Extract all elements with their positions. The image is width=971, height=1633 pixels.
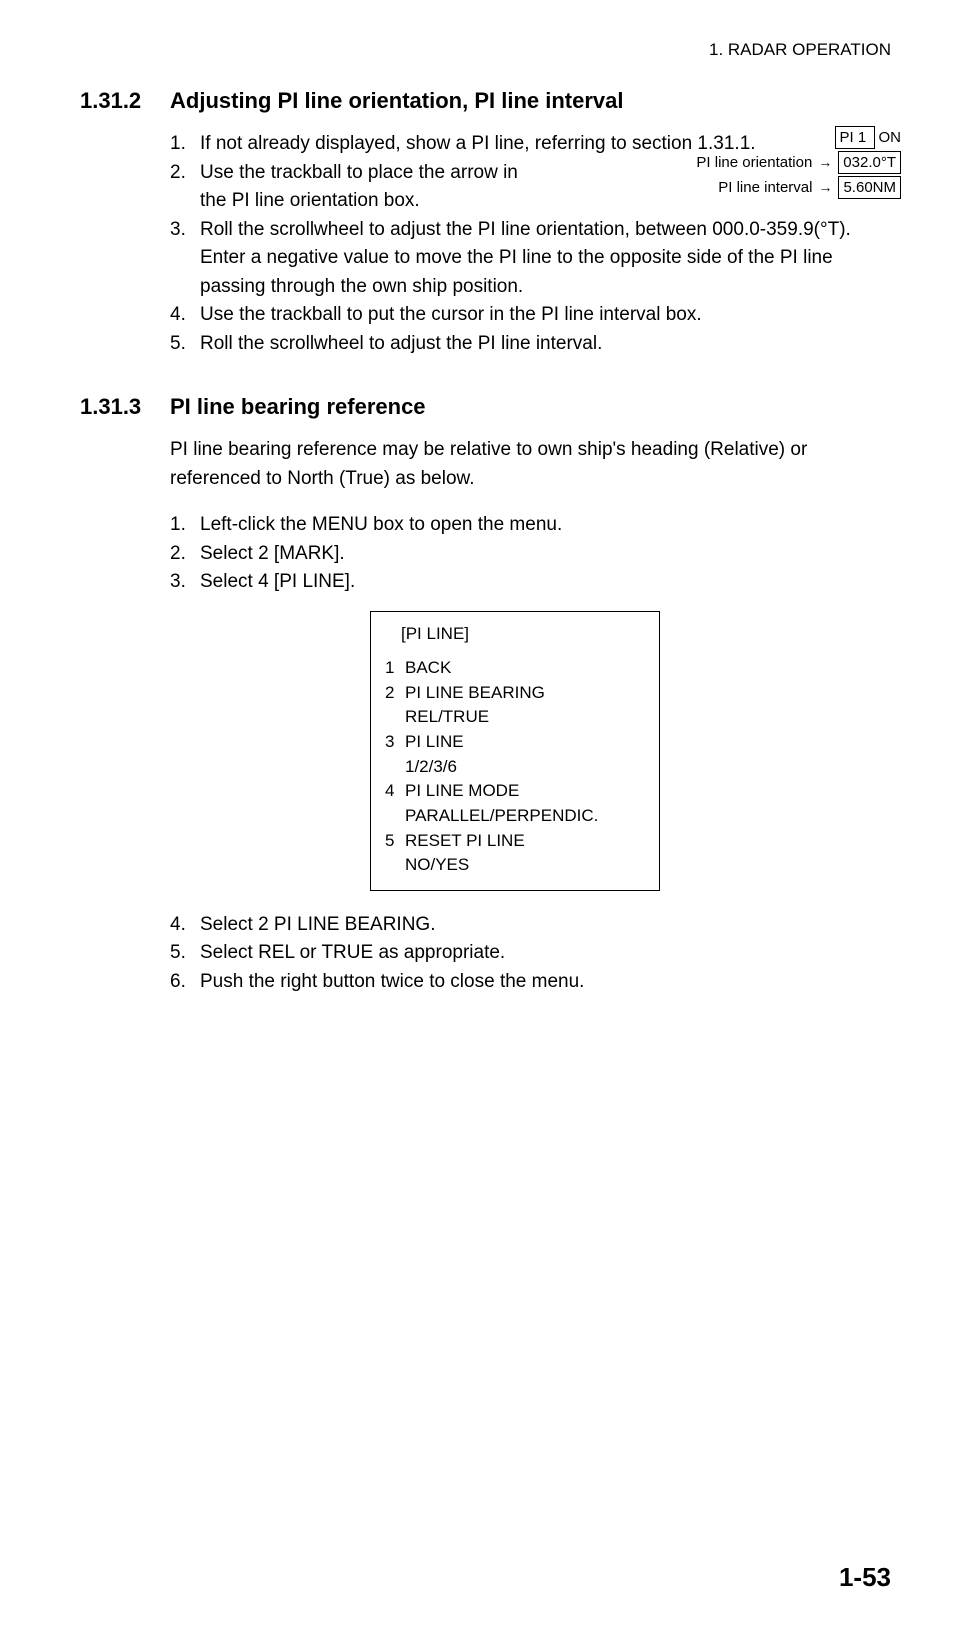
callout-row-interval: PI line interval → 5.60NM	[696, 176, 901, 199]
item-text: Roll the scrollwheel to adjust the PI li…	[200, 330, 891, 359]
orientation-label: PI line orientation	[696, 152, 812, 173]
chapter-header: 1. RADAR OPERATION	[80, 40, 891, 60]
menu-item: 2 PI LINE BEARING	[385, 681, 645, 706]
menu-num: 2	[385, 681, 405, 706]
menu-text: PI LINE	[405, 730, 464, 755]
arrow-icon: →	[818, 178, 832, 198]
menu-item: 4 PI LINE MODE	[385, 779, 645, 804]
section-heading-1313: 1.31.3 PI line bearing reference	[80, 394, 891, 420]
list-item: 4. Select 2 PI LINE BEARING.	[170, 911, 891, 940]
menu-text: BACK	[405, 656, 451, 681]
list-item: 5. Select REL or TRUE as appropriate.	[170, 939, 891, 968]
menu-sub: REL/TRUE	[405, 705, 645, 730]
item-num: 2.	[170, 540, 200, 569]
steps-list-b1: 1. Left-click the MENU box to open the m…	[170, 511, 891, 597]
list-item: 3. Select 4 [PI LINE].	[170, 568, 891, 597]
section-body-1313: PI line bearing reference may be relativ…	[170, 436, 891, 996]
item-num: 5.	[170, 330, 200, 359]
item-text: Select 4 [PI LINE].	[200, 568, 891, 597]
item-num: 4.	[170, 911, 200, 940]
page: 1. RADAR OPERATION 1.31.2 Adjusting PI l…	[0, 0, 971, 1633]
list-item: 6. Push the right button twice to close …	[170, 968, 891, 997]
interval-label: PI line interval	[718, 177, 812, 198]
menu-text: PI LINE BEARING	[405, 681, 545, 706]
item-text: Roll the scrollwheel to adjust the PI li…	[200, 216, 891, 302]
pi-callout: PI 1 ON PI line orientation → 032.0°T PI…	[696, 126, 901, 201]
callout-row-orientation: PI line orientation → 032.0°T	[696, 151, 901, 174]
item-num: 3.	[170, 216, 200, 302]
menu-item: 5 RESET PI LINE	[385, 829, 645, 854]
list-item: 2. Select 2 [MARK].	[170, 540, 891, 569]
item-text: Select REL or TRUE as appropriate.	[200, 939, 891, 968]
callout-row-pi: PI 1 ON	[696, 126, 901, 149]
menu-sub: 1/2/3/6	[405, 755, 645, 780]
item-num: 3.	[170, 568, 200, 597]
arrow-icon: →	[818, 153, 832, 173]
item-text: Left-click the MENU box to open the menu…	[200, 511, 891, 540]
section-body-1312: PI 1 ON PI line orientation → 032.0°T PI…	[170, 130, 891, 358]
section-title: PI line bearing reference	[170, 394, 426, 420]
pi-number-box: PI 1	[835, 126, 875, 149]
item-num: 1.	[170, 511, 200, 540]
item-num: 5.	[170, 939, 200, 968]
interval-value-box: 5.60NM	[838, 176, 901, 199]
item-text: Use the trackball to put the cursor in t…	[200, 301, 891, 330]
steps-list-b2: 4. Select 2 PI LINE BEARING. 5. Select R…	[170, 911, 891, 997]
item-num: 2.	[170, 159, 200, 216]
item-text: Push the right button twice to close the…	[200, 968, 891, 997]
menu-sub: NO/YES	[405, 853, 645, 878]
item-num: 1.	[170, 130, 200, 159]
menu-num: 1	[385, 656, 405, 681]
item-text: Use the trackball to place the arrow in …	[200, 159, 530, 216]
item-text: Select 2 [MARK].	[200, 540, 891, 569]
page-number: 1-53	[839, 1562, 891, 1593]
pi-line-menu: [PI LINE] 1 BACK 2 PI LINE BEARING REL/T…	[370, 611, 660, 891]
list-item: 5. Roll the scrollwheel to adjust the PI…	[170, 330, 891, 359]
menu-num: 4	[385, 779, 405, 804]
menu-num: 3	[385, 730, 405, 755]
menu-item: 3 PI LINE	[385, 730, 645, 755]
list-item: 4. Use the trackball to put the cursor i…	[170, 301, 891, 330]
section-heading-1312: 1.31.2 Adjusting PI line orientation, PI…	[80, 88, 891, 114]
orientation-value-box: 032.0°T	[838, 151, 901, 174]
intro-paragraph: PI line bearing reference may be relativ…	[170, 436, 891, 493]
section-number: 1.31.3	[80, 394, 170, 420]
pi-on-label: ON	[879, 127, 902, 148]
menu-sub: PARALLEL/PERPENDIC.	[405, 804, 645, 829]
menu-title: [PI LINE]	[401, 622, 645, 647]
menu-text: RESET PI LINE	[405, 829, 525, 854]
list-item: 1. Left-click the MENU box to open the m…	[170, 511, 891, 540]
menu-item: 1 BACK	[385, 656, 645, 681]
section-number: 1.31.2	[80, 88, 170, 114]
section-title: Adjusting PI line orientation, PI line i…	[170, 88, 624, 114]
menu-num: 5	[385, 829, 405, 854]
item-num: 4.	[170, 301, 200, 330]
item-text: Select 2 PI LINE BEARING.	[200, 911, 891, 940]
list-item: 3. Roll the scrollwheel to adjust the PI…	[170, 216, 891, 302]
item-num: 6.	[170, 968, 200, 997]
menu-text: PI LINE MODE	[405, 779, 519, 804]
